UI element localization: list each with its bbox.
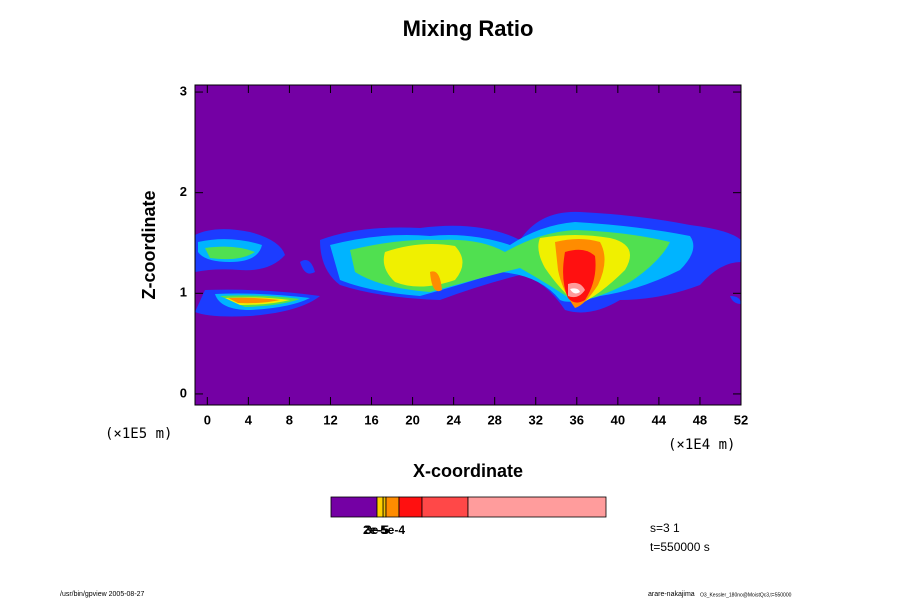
colorbar-label: 3e-5 xyxy=(365,523,389,537)
info-line: s=3 1 xyxy=(650,521,680,535)
y-axis-label: Z-coordinate xyxy=(139,190,159,299)
x-tick-label: 12 xyxy=(323,412,337,427)
x-tick-label: 0 xyxy=(204,412,211,427)
x-tick-label: 28 xyxy=(487,412,501,427)
colorbar-segment xyxy=(330,496,378,518)
y-unit: (×1E5 m) xyxy=(105,426,172,442)
colorbar-segment xyxy=(398,496,423,518)
colorbar-segment xyxy=(382,496,387,518)
x-tick-label: 20 xyxy=(405,412,419,427)
colorbar-segment xyxy=(385,496,400,518)
footer-left: /usr/bin/gpview 2005-08-27 xyxy=(60,591,145,598)
plot-frame xyxy=(194,84,742,406)
footer-right-small: O3_Kessler_180no@MoistQc3,t=550000 xyxy=(700,592,792,598)
footer-right: arare-nakajima xyxy=(648,591,695,598)
y-tick-label: 0 xyxy=(180,385,187,400)
x-tick-label: 8 xyxy=(286,412,293,427)
x-tick-label: 48 xyxy=(693,412,707,427)
chart-title: Mixing Ratio xyxy=(403,16,534,41)
colorbar-segment xyxy=(376,496,384,518)
x-tick-label: 32 xyxy=(529,412,543,427)
x-tick-label: 24 xyxy=(446,412,461,427)
x-unit: (×1E4 m) xyxy=(668,437,735,453)
contour-shapes xyxy=(195,211,741,317)
x-tick-label: 52 xyxy=(734,412,748,427)
y-tick-label: 3 xyxy=(180,83,187,98)
x-tick-label: 40 xyxy=(611,412,625,427)
colorbar-segment xyxy=(421,496,469,518)
x-tick-label: 36 xyxy=(570,412,584,427)
colorbar-label: 2e-5 xyxy=(363,523,387,537)
info-line: t=550000 s xyxy=(650,540,710,554)
x-tick-label: 44 xyxy=(652,412,667,427)
colorbar-label: 5e-4 xyxy=(381,523,405,537)
x-axis-label: X-coordinate xyxy=(413,461,523,481)
y-tick-label: 1 xyxy=(180,285,187,300)
colorbar: 2e-53e-55e-4 xyxy=(330,496,607,537)
contour-field xyxy=(194,84,742,406)
x-tick-label: 16 xyxy=(364,412,378,427)
colorbar-segment xyxy=(467,496,607,518)
y-tick-label: 2 xyxy=(180,184,187,199)
x-tick-label: 4 xyxy=(245,412,253,427)
